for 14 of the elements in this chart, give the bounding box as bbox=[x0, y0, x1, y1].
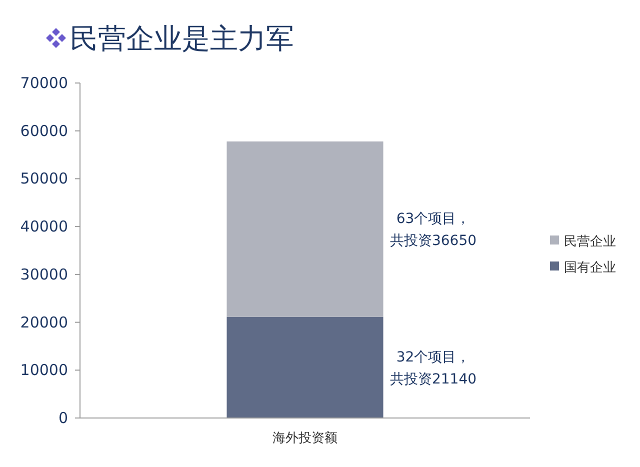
y-tick-label: 10000 bbox=[20, 361, 68, 380]
y-tick-label: 60000 bbox=[20, 122, 68, 140]
annotation: 32个项目，共投资21140 bbox=[390, 349, 477, 388]
legend-label: 民营企业 bbox=[564, 234, 616, 250]
annotation: 63个项目，共投资36650 bbox=[390, 211, 477, 250]
y-tick-label: 20000 bbox=[20, 313, 68, 332]
y-tick-label: 30000 bbox=[20, 265, 68, 284]
y-tick-label: 40000 bbox=[20, 218, 68, 236]
y-tick-label: 50000 bbox=[20, 170, 68, 188]
y-tick-label: 70000 bbox=[20, 74, 68, 92]
chart-title: 民营企业是主力军 bbox=[70, 22, 294, 55]
x-tick-label: 海外投资额 bbox=[272, 431, 338, 446]
y-tick-label: 0 bbox=[58, 409, 68, 427]
legend-label: 国有企业 bbox=[564, 260, 616, 276]
